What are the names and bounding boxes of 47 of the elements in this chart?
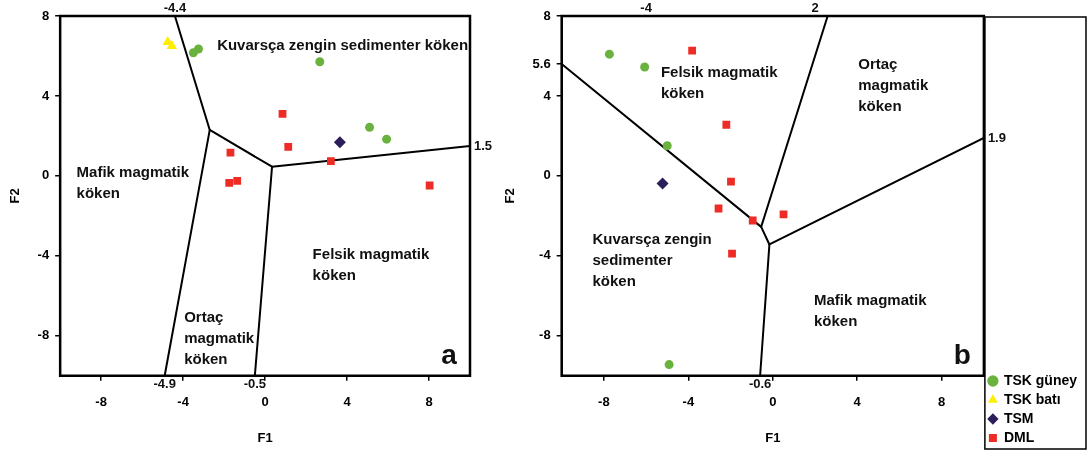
y-tick-label: 0 xyxy=(543,167,551,183)
y-axis-title: F2 xyxy=(7,188,23,204)
legend-label: TSM xyxy=(1003,409,1034,426)
text: -4 xyxy=(640,0,653,16)
y-tick-label: 4 xyxy=(41,87,50,103)
annotation: -4.9 xyxy=(153,375,176,391)
y-tick-label: -4 xyxy=(37,247,50,263)
legend-label: TSK batı xyxy=(1003,390,1061,407)
y-tick-label: 0 xyxy=(41,167,50,183)
text: 2 xyxy=(811,0,819,16)
annotation: -4.4 xyxy=(163,0,187,16)
annotation: 1.9 xyxy=(987,129,1006,145)
x-tick-label: 0 xyxy=(261,394,269,410)
legend-label: DML xyxy=(1003,428,1035,445)
annotation: Kuvarsça zengin sedimenter köken xyxy=(592,229,712,289)
annotation: Mafik magmatik köken xyxy=(76,162,190,201)
y-tick-label: -8 xyxy=(539,327,551,343)
annotation: Felsik magmatik köken xyxy=(312,245,430,284)
y-tick-label: 5.6 xyxy=(532,55,551,71)
y-tick-label: -8 xyxy=(37,327,50,343)
y-tick-label: 4 xyxy=(543,87,552,103)
x-tick-label: 0 xyxy=(769,394,777,410)
annotation: -0.6 xyxy=(748,375,772,391)
x-tick-label: -4 xyxy=(177,394,190,410)
x-tick-label: 4 xyxy=(343,394,352,410)
annotation: -0.5 xyxy=(243,375,267,391)
annotation: a xyxy=(441,338,458,370)
x-tick-label: 8 xyxy=(938,394,946,410)
y-tick-label: 8 xyxy=(41,7,50,23)
x-tick-label: -4 xyxy=(682,394,695,410)
y-tick-label: -4 xyxy=(539,247,552,263)
legend-label: TSK güney xyxy=(1003,371,1078,388)
x-tick-label: -8 xyxy=(95,394,107,410)
y-axis-title: F2 xyxy=(502,188,518,204)
annotation: b xyxy=(953,339,971,371)
annotation: Felsik magmatik köken xyxy=(660,62,779,101)
y-tick-label: 8 xyxy=(543,7,551,23)
annotation: Mafik magmatik köken xyxy=(813,290,928,329)
annotation: 1.5 xyxy=(474,137,493,153)
x-tick-label: 4 xyxy=(853,394,862,410)
annotation: Ortaç magmatik köken xyxy=(184,307,255,367)
x-tick-label: 8 xyxy=(425,394,433,410)
x-axis-title: F1 xyxy=(257,429,273,445)
annotation: Ortaç magmatik köken xyxy=(858,55,929,115)
x-tick-label: -8 xyxy=(598,394,610,410)
x-axis-title: F1 xyxy=(765,429,781,445)
annotation: Kuvarsça zengin sedimenter köken xyxy=(217,36,469,54)
